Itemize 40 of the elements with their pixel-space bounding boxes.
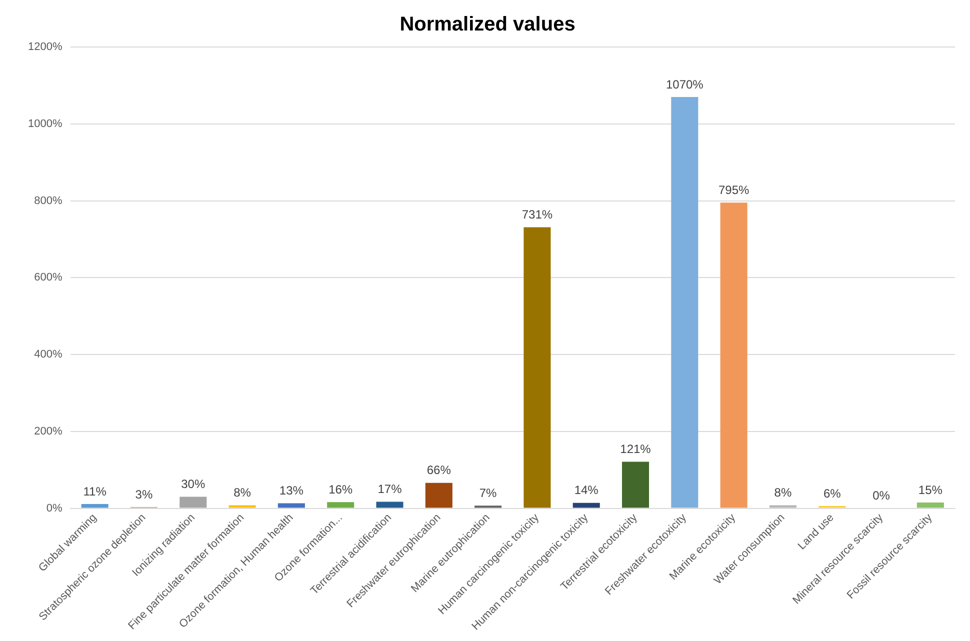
bar <box>622 462 650 508</box>
data-label: 0% <box>872 488 890 503</box>
y-tick-label: 600% <box>34 272 62 284</box>
y-tick-label: 1000% <box>28 118 62 130</box>
bar <box>180 496 207 508</box>
bar <box>81 504 108 508</box>
bar <box>524 227 551 508</box>
y-tick-label: 800% <box>34 194 62 207</box>
y-tick-label: 400% <box>34 348 62 361</box>
data-label: 6% <box>823 486 842 500</box>
data-label: 795% <box>718 182 750 197</box>
data-label: 3% <box>135 487 153 502</box>
bar <box>916 502 944 508</box>
y-tick-label: 200% <box>34 425 62 438</box>
data-label: 30% <box>181 477 206 492</box>
data-label: 13% <box>279 484 304 498</box>
data-label: 8% <box>774 486 792 500</box>
data-label: 7% <box>479 486 498 500</box>
data-label: 731% <box>522 208 553 222</box>
bar <box>572 502 600 508</box>
data-label: 66% <box>426 463 452 478</box>
bar <box>720 202 748 508</box>
bar <box>327 502 354 508</box>
data-label: 15% <box>918 482 943 497</box>
bar <box>671 96 698 508</box>
bar <box>376 502 404 508</box>
data-label: 1070% <box>666 77 704 92</box>
chart-title: Normalized values <box>400 14 576 36</box>
data-label: 8% <box>234 486 252 500</box>
data-label: 17% <box>378 482 402 496</box>
bar <box>425 482 452 508</box>
bar <box>278 503 305 508</box>
bar <box>769 505 796 508</box>
y-tick-label: 0% <box>46 502 62 514</box>
data-label: 14% <box>574 483 599 498</box>
data-label: 121% <box>620 442 652 456</box>
bar <box>228 505 256 508</box>
data-label: 16% <box>328 482 353 496</box>
data-label: 11% <box>83 484 107 498</box>
y-tick-label: 1200% <box>28 41 62 54</box>
